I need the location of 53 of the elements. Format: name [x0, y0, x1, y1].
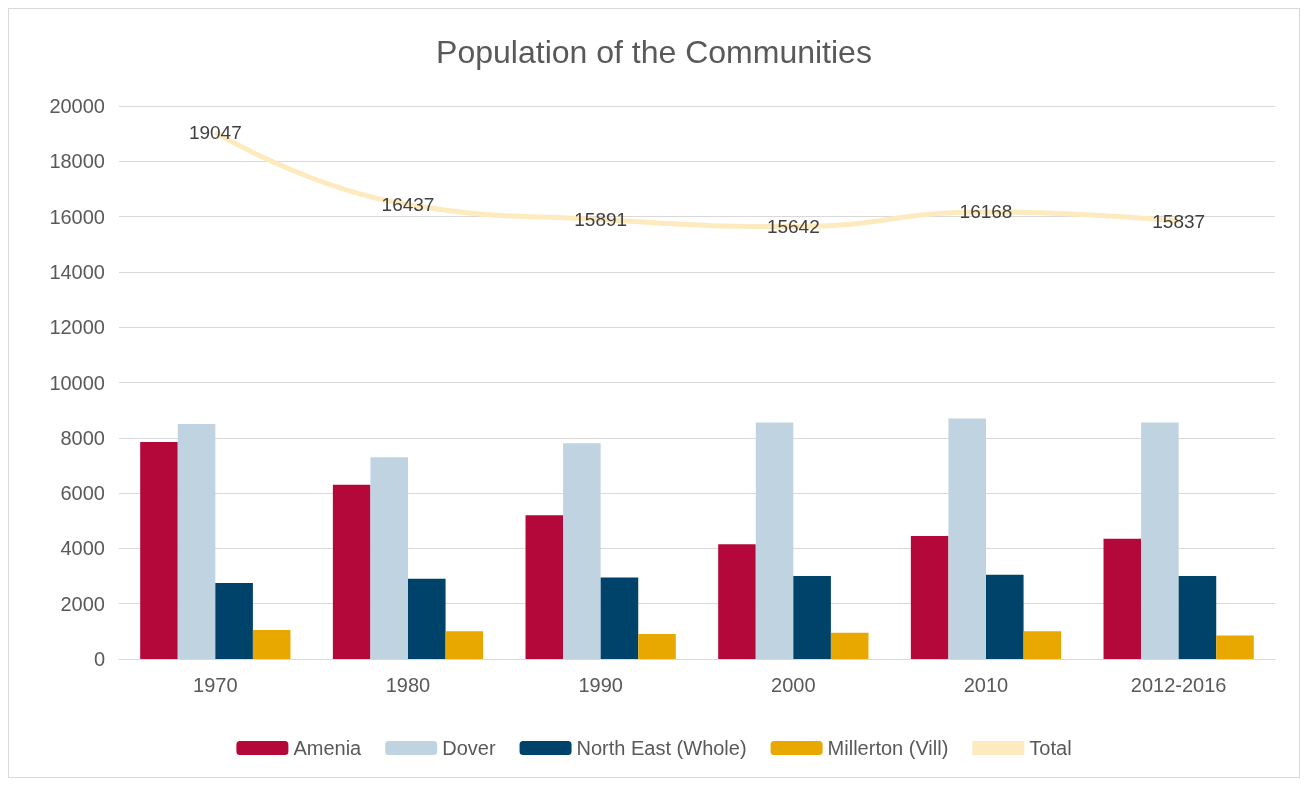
bar: [830, 632, 869, 659]
bar: [910, 535, 949, 659]
y-tick-label: 2000: [60, 592, 105, 615]
data-label: 16437: [381, 194, 435, 216]
legend-label: North East (Whole): [576, 737, 747, 759]
data-label: 15837: [1152, 210, 1206, 232]
bar: [793, 576, 831, 659]
x-tick-label: 2000: [771, 674, 816, 696]
legend-label: Amenia: [293, 737, 363, 759]
y-tick-label: 4000: [60, 537, 105, 560]
y-tick-label: 20000: [49, 95, 105, 117]
y-tick-label: 6000: [60, 482, 105, 505]
bar: [718, 544, 756, 659]
bar: [252, 629, 291, 659]
bar: [332, 484, 371, 659]
y-tick-label: 0: [93, 648, 105, 670]
y-tick-label: 8000: [60, 426, 105, 449]
bar: [755, 422, 794, 659]
bar: [215, 582, 253, 659]
data-label: 19047: [188, 121, 242, 143]
bar: [1141, 422, 1179, 659]
y-tick-label: 12000: [49, 316, 105, 339]
x-tick-label: 1970: [193, 674, 238, 696]
data-label: 15891: [574, 209, 628, 231]
bar: [948, 418, 986, 659]
chart-title: Population of the Communities: [436, 34, 872, 70]
bar: [638, 634, 676, 659]
bar: [525, 515, 564, 659]
bar: [1103, 538, 1142, 659]
x-tick-label: 2010: [963, 674, 1009, 696]
x-tick-label: 2012-2016: [1130, 674, 1227, 696]
bar: [177, 423, 216, 659]
bar: [370, 457, 408, 659]
bar: [1178, 576, 1217, 659]
x-tick-label: 1980: [385, 674, 431, 696]
x-tick-label: 1990: [578, 674, 623, 696]
y-tick-label: 10000: [49, 371, 105, 394]
legend-label: Millerton (Vill): [827, 737, 949, 759]
bar: [986, 574, 1024, 659]
legend-label: Total: [1029, 737, 1072, 759]
bar: [563, 443, 601, 659]
bar: [445, 631, 484, 659]
bar: [1023, 631, 1062, 659]
bar: [408, 578, 446, 659]
data-label: 15642: [766, 216, 820, 237]
bar: [600, 577, 639, 659]
data-label: 16168: [959, 201, 1013, 223]
y-tick-label: 14000: [49, 260, 105, 283]
legend-label: Dover: [442, 737, 496, 759]
y-tick-label: 16000: [49, 205, 105, 228]
y-tick-label: 18000: [49, 150, 105, 173]
bar: [1216, 635, 1254, 659]
bar: [140, 441, 178, 659]
